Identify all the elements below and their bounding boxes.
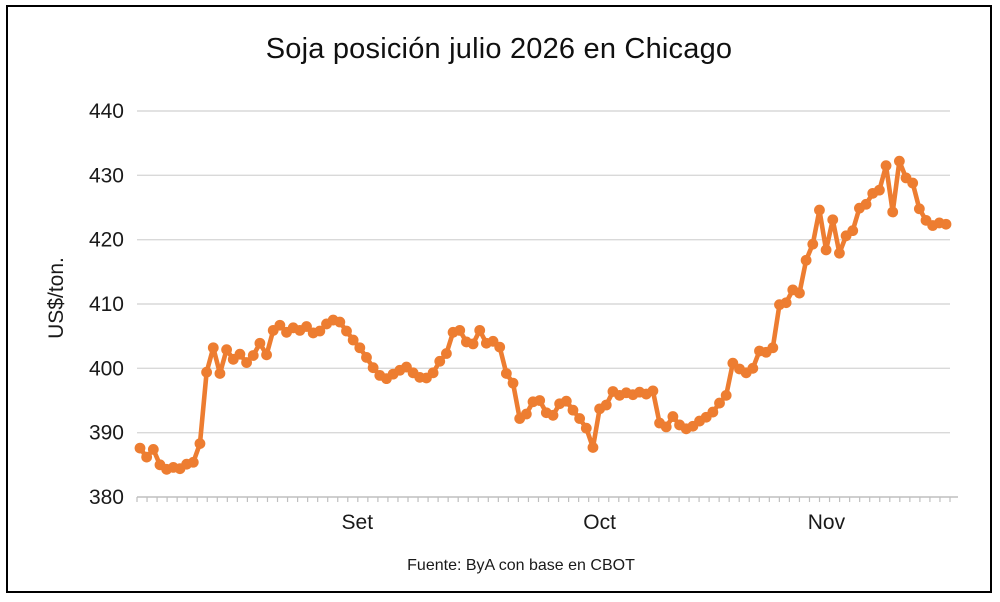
series-point — [187, 456, 199, 468]
series-point — [794, 287, 805, 299]
series-point — [567, 404, 579, 416]
series-point — [474, 324, 486, 336]
series-point — [221, 344, 232, 356]
series-point — [341, 325, 352, 337]
series-point — [441, 348, 452, 359]
series-point — [214, 368, 226, 379]
series-point — [847, 225, 859, 237]
chart-frame: Soja posición julio 2026 en Chicago US$/… — [6, 5, 992, 593]
series-point — [647, 385, 659, 397]
series-point — [147, 443, 159, 455]
y-tick-label: 440 — [89, 100, 124, 123]
x-month-label: Oct — [583, 511, 616, 534]
series-point — [747, 362, 759, 374]
series-point — [361, 351, 372, 363]
series-point — [301, 321, 312, 332]
series-point — [194, 438, 206, 450]
series-point — [587, 442, 599, 453]
y-tick-label: 400 — [89, 357, 124, 380]
series-point — [247, 350, 259, 361]
x-month-label: Set — [342, 511, 374, 534]
series-point — [354, 342, 366, 354]
series-point — [873, 184, 885, 196]
series-point — [834, 247, 845, 259]
series-point — [427, 367, 439, 379]
series-point — [707, 406, 719, 418]
series-point — [880, 160, 892, 172]
series-point — [234, 348, 246, 360]
series-point — [827, 214, 839, 226]
series-point — [887, 206, 899, 218]
series-point — [913, 203, 925, 215]
series-point — [940, 218, 952, 230]
series-point — [454, 324, 466, 336]
chart-title: Soja posición julio 2026 en Chicago — [265, 33, 733, 65]
series-point — [767, 342, 779, 354]
series-point — [574, 413, 586, 424]
series-point — [314, 325, 326, 337]
series-point — [500, 368, 512, 379]
series-point — [201, 366, 213, 378]
y-tick-label: 390 — [89, 422, 124, 445]
series-point — [367, 362, 379, 374]
series-point — [893, 155, 905, 167]
source-note: Fuente: ByA con base en CBOT — [407, 557, 635, 574]
series-point — [600, 399, 612, 411]
series-point — [434, 355, 446, 367]
series-point — [507, 377, 519, 389]
series-line — [137, 158, 949, 472]
y-tick-label: 410 — [89, 293, 124, 316]
line-chart-plot: 380 390 400 410 420 430 440 Set Oct Nov — [89, 100, 958, 534]
series-point — [274, 319, 286, 331]
series-point — [494, 341, 506, 353]
series-point — [347, 334, 359, 346]
series-point — [547, 409, 559, 421]
series-point — [467, 338, 479, 350]
series-point — [660, 421, 672, 433]
series-point — [720, 389, 732, 401]
series-point — [520, 408, 532, 420]
series-point — [141, 451, 153, 463]
series-point — [907, 177, 919, 189]
series-point — [207, 342, 219, 354]
series-point — [860, 198, 872, 210]
series-point — [800, 254, 812, 266]
series-point — [580, 422, 592, 434]
series-point — [261, 349, 272, 361]
series-point — [560, 395, 572, 407]
y-tick-label: 380 — [89, 486, 124, 509]
series-point — [534, 395, 546, 406]
series-point — [334, 316, 346, 328]
y-tick-label: 430 — [89, 164, 124, 187]
series-point — [134, 442, 146, 454]
series-point — [667, 411, 679, 422]
series-point — [814, 204, 825, 216]
series-point — [241, 357, 252, 368]
series-point — [820, 244, 832, 256]
series-point — [254, 337, 266, 349]
y-tick-label: 420 — [89, 229, 124, 252]
x-month-label: Nov — [808, 511, 846, 534]
series-point — [780, 297, 792, 309]
series-point — [807, 238, 819, 250]
series-point — [714, 397, 725, 409]
